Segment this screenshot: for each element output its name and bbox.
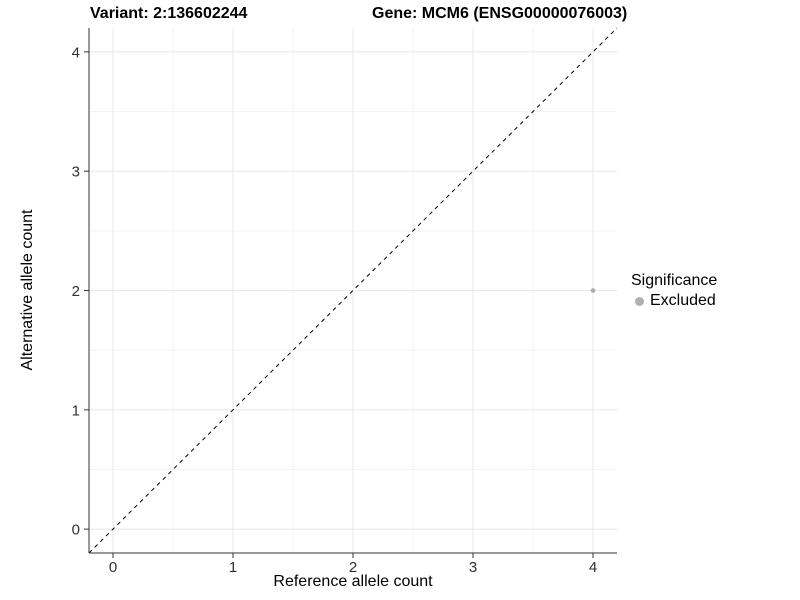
y-tick-label: 4 xyxy=(72,44,80,61)
y-axis-label: Alternative allele count xyxy=(19,209,36,371)
plot-title-gene: Gene: MCM6 (ENSG00000076003) xyxy=(372,5,628,22)
y-tick-label: 1 xyxy=(72,402,80,419)
legend-item-label: Excluded xyxy=(650,292,716,309)
legend-key-dot xyxy=(635,296,644,306)
y-tick-label: 3 xyxy=(72,164,80,181)
x-tick-label: 3 xyxy=(469,559,477,576)
plot-title-variant: Variant: 2:136602244 xyxy=(90,5,248,22)
x-tick-label: 4 xyxy=(589,559,597,576)
x-axis-label: Reference allele count xyxy=(273,573,433,590)
data-point xyxy=(590,288,596,293)
y-tick-label: 2 xyxy=(72,283,80,300)
legend: Significance Excluded xyxy=(631,272,717,310)
x-tick-label: 1 xyxy=(229,559,237,576)
legend-title: Significance xyxy=(631,272,718,289)
x-tick-label: 0 xyxy=(109,559,117,576)
y-tick-label: 0 xyxy=(72,522,80,539)
legend-item-excluded: Excluded xyxy=(631,292,717,310)
x-tick-label: 2 xyxy=(349,559,357,576)
